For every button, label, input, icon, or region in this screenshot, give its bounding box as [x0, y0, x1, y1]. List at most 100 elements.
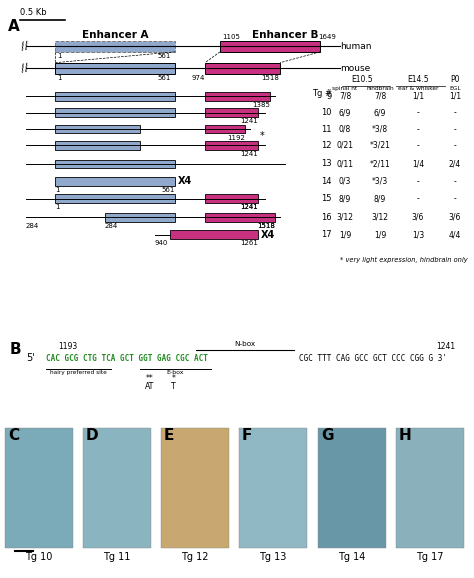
Text: 1241: 1241	[240, 118, 258, 124]
Text: //: //	[20, 62, 29, 74]
Text: spinal nt: spinal nt	[332, 86, 357, 91]
Bar	[55, 125, 140, 134]
Text: -: -	[454, 108, 456, 117]
Text: 1241: 1241	[436, 342, 455, 351]
Text: E: E	[164, 428, 174, 443]
Bar	[205, 92, 270, 101]
Text: 6/9: 6/9	[339, 108, 351, 117]
Text: E14.5: E14.5	[407, 75, 429, 84]
Bar	[205, 125, 245, 134]
Bar	[161, 428, 229, 548]
Bar	[55, 194, 175, 203]
Text: 1/1: 1/1	[412, 92, 424, 101]
Text: 0.5 Kb: 0.5 Kb	[20, 8, 46, 17]
Text: -: -	[454, 125, 456, 134]
Text: 940: 940	[155, 240, 168, 246]
Text: 1241: 1241	[240, 151, 258, 157]
Text: X4: X4	[178, 176, 192, 186]
Text: C: C	[8, 428, 19, 443]
Bar	[55, 141, 140, 150]
Text: 1: 1	[57, 75, 62, 81]
Bar	[55, 41, 175, 52]
Text: P0: P0	[450, 75, 460, 84]
Text: 0/3: 0/3	[339, 177, 351, 186]
Text: 1241: 1241	[240, 204, 258, 210]
Text: Enhancer A: Enhancer A	[82, 30, 148, 40]
Text: 4/4: 4/4	[449, 230, 461, 239]
Text: -: -	[417, 194, 419, 203]
Text: 561: 561	[162, 187, 175, 193]
Text: 561: 561	[158, 75, 171, 81]
Bar	[318, 428, 386, 548]
Text: 0/11: 0/11	[337, 160, 354, 168]
Text: 1518: 1518	[257, 223, 275, 229]
Text: A: A	[8, 19, 20, 34]
Bar	[55, 177, 175, 186]
Text: G: G	[321, 428, 334, 443]
Bar	[55, 63, 175, 73]
Text: 15: 15	[321, 194, 332, 203]
Text: B: B	[9, 342, 21, 357]
Text: 561: 561	[158, 53, 171, 59]
Bar	[205, 141, 258, 150]
Bar	[205, 109, 258, 117]
Text: 3/12: 3/12	[337, 213, 354, 222]
Text: Tg 17: Tg 17	[416, 552, 444, 562]
Text: -: -	[325, 42, 328, 51]
Text: 1: 1	[55, 204, 60, 210]
Text: *: *	[260, 131, 265, 141]
Bar	[239, 428, 307, 548]
Text: *: *	[172, 374, 175, 383]
Text: 7/8: 7/8	[374, 92, 386, 101]
Text: -: -	[454, 177, 456, 186]
Bar	[55, 92, 175, 101]
Text: 16: 16	[321, 213, 332, 222]
Text: N-box: N-box	[234, 340, 255, 347]
Text: 1192: 1192	[227, 135, 245, 140]
Text: 1/9: 1/9	[339, 230, 351, 239]
Text: 5': 5'	[26, 353, 35, 363]
Text: 1105: 1105	[222, 34, 240, 40]
Text: T: T	[171, 382, 175, 391]
Text: Tg #: Tg #	[312, 90, 332, 98]
Bar	[205, 63, 280, 73]
Text: -: -	[417, 125, 419, 134]
Text: EGL: EGL	[449, 86, 461, 91]
Text: Tg 14: Tg 14	[338, 552, 365, 562]
Text: * very light expression, hindbrain only: * very light expression, hindbrain only	[340, 257, 468, 262]
Text: *3/8: *3/8	[372, 125, 388, 134]
Text: 8/9: 8/9	[374, 194, 386, 203]
Text: *2/11: *2/11	[370, 160, 391, 168]
Text: 974: 974	[192, 75, 205, 81]
Text: 3/6: 3/6	[449, 213, 461, 222]
Bar	[55, 109, 175, 117]
Bar	[170, 231, 258, 239]
Text: **: **	[146, 374, 154, 383]
Text: mouse: mouse	[340, 64, 370, 73]
Bar	[220, 41, 320, 52]
Text: 7/8: 7/8	[339, 92, 351, 101]
Text: 1385: 1385	[252, 102, 270, 108]
Text: X4: X4	[261, 229, 275, 240]
Text: *3/21: *3/21	[370, 141, 391, 150]
Text: 1: 1	[57, 53, 62, 59]
Text: D: D	[86, 428, 99, 443]
Text: 1/4: 1/4	[412, 160, 424, 168]
Text: Tg 11: Tg 11	[103, 552, 131, 562]
Text: 0/21: 0/21	[337, 141, 354, 150]
Bar	[55, 160, 175, 168]
Text: human: human	[340, 42, 372, 51]
Text: 1241: 1241	[240, 204, 258, 210]
Text: 10: 10	[321, 108, 332, 117]
Bar	[83, 428, 151, 548]
Text: -: -	[454, 141, 456, 150]
Text: ear & whisker: ear & whisker	[398, 86, 438, 91]
Text: *3/3: *3/3	[372, 177, 388, 186]
Text: hairy preferred site: hairy preferred site	[50, 369, 107, 375]
Text: 2/4: 2/4	[449, 160, 461, 168]
Text: 1261: 1261	[240, 240, 258, 246]
Text: 12: 12	[321, 141, 332, 150]
Text: 3/6: 3/6	[412, 213, 424, 222]
Text: -: -	[454, 194, 456, 203]
Text: 14: 14	[321, 177, 332, 186]
